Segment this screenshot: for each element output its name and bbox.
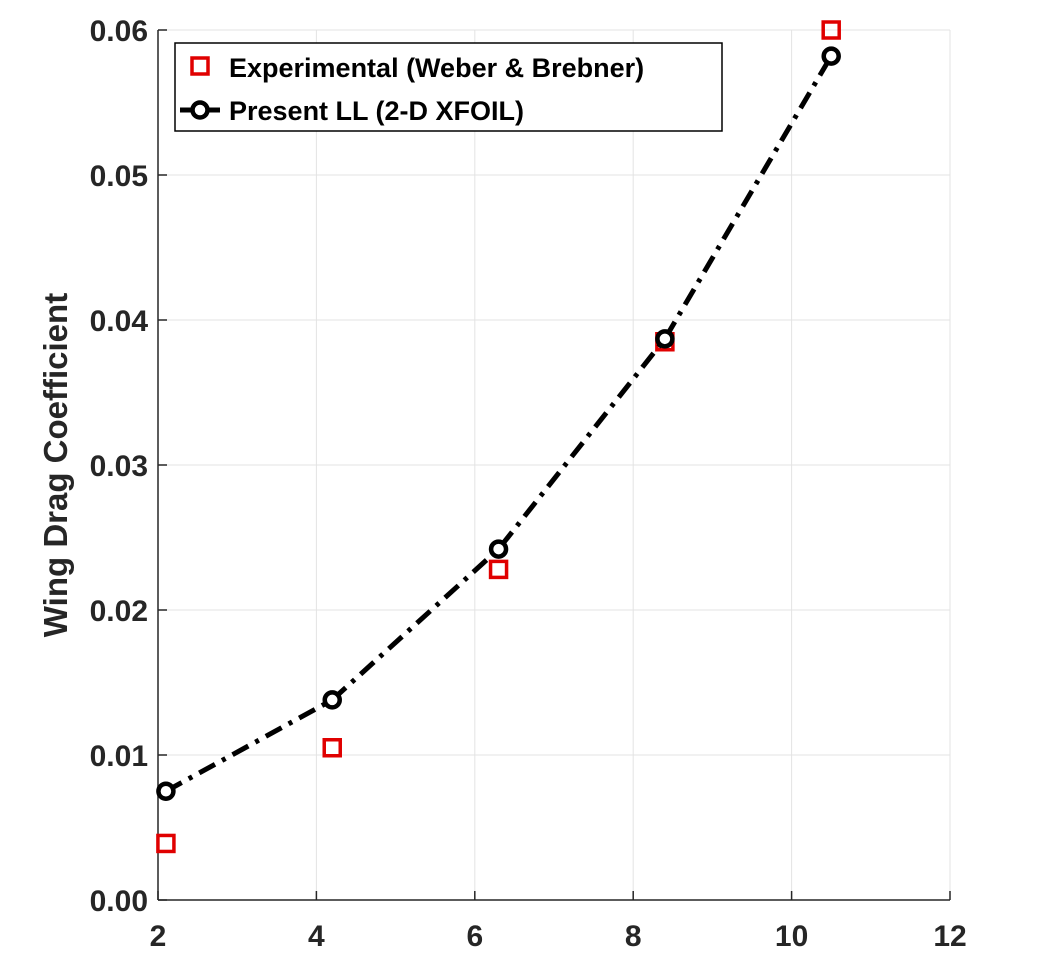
x-tick-label: 10 [775, 920, 808, 953]
y-tick-label: 0.03 [90, 450, 148, 483]
present-ll-point [322, 690, 342, 710]
y-tick-label: 0.06 [90, 15, 148, 48]
experimental-point [488, 559, 509, 580]
grid-lines [157, 29, 951, 901]
legend-label-experimental: Experimental (Weber & Brebner) [229, 53, 644, 83]
present-ll-point [156, 781, 176, 801]
y-tick-label: 0.00 [90, 885, 148, 918]
legend: Experimental (Weber & Brebner) Present L… [174, 42, 723, 132]
x-tick-label: 2 [150, 920, 167, 953]
present-ll-point [821, 46, 841, 66]
y-tick-label: 0.04 [90, 305, 149, 338]
y-axis-label: Wing Drag Coefficient [37, 293, 74, 637]
legend-marker-experimental [190, 56, 210, 76]
experimental-point [156, 833, 176, 854]
experimental-point [821, 20, 841, 40]
tick-labels: 2 4 6 8 10 12 0.00 0.01 0.02 0.03 0.04 0.05 0.06 [90, 15, 967, 953]
present-ll-line [164, 54, 834, 794]
legend-box [174, 42, 723, 132]
present-ll-point [655, 329, 675, 349]
y-tick-label: 0.01 [90, 740, 148, 773]
x-tick-label: 4 [308, 920, 325, 953]
legend-label-present: Present LL (2-D XFOIL) [229, 96, 524, 126]
x-tick-label: 12 [933, 920, 966, 953]
present-ll-point [488, 539, 509, 559]
data-series [156, 20, 841, 854]
x-tick-label: 8 [625, 920, 642, 953]
experimental-point [322, 738, 342, 758]
y-tick-label: 0.05 [90, 160, 148, 193]
legend-marker-present [190, 100, 210, 120]
y-tick-label: 0.02 [90, 595, 148, 628]
x-tick-label: 6 [466, 920, 483, 953]
axes [157, 29, 951, 901]
